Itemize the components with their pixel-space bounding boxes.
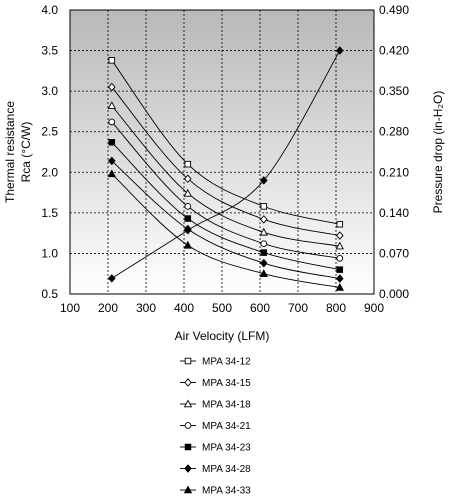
series-point — [184, 160, 192, 168]
series-point — [107, 82, 116, 92]
right-axis-title: Pressure drop (in-H₂O) — [431, 91, 445, 214]
left-y-tick-label: 3.5 — [41, 44, 58, 58]
series-lines — [111, 50, 341, 288]
legend-marker — [183, 399, 193, 408]
pressure-drop-point — [183, 225, 192, 235]
legend-label: MPA 34-33 — [202, 486, 251, 496]
legend-label: MPA 34-12 — [202, 357, 251, 368]
right-y-tick-label: 0.280 — [379, 125, 409, 139]
series-point — [184, 215, 192, 222]
series-point — [183, 240, 192, 249]
x-tick-label: 200 — [98, 301, 118, 315]
left-y-tick-label: 1.0 — [41, 246, 58, 260]
series-point — [184, 203, 192, 210]
series-point — [260, 249, 268, 256]
grid — [70, 10, 374, 294]
legend-label: MPA 34-21 — [202, 421, 251, 432]
right-y-tick-label: 0.000 — [379, 287, 409, 301]
right-y-tick-label: 0.350 — [379, 84, 409, 98]
series-point — [259, 215, 268, 224]
legend-marker — [183, 485, 193, 494]
series-point — [107, 169, 116, 178]
x-tick-label: 400 — [174, 301, 194, 315]
left-y-tick-label: 3.0 — [41, 84, 58, 98]
series-point — [336, 220, 344, 228]
axis-ticks: 100 200 300 400 500 600 700 800 900 0.5 1.0 1.5 2.0 2… — [41, 3, 409, 315]
series-line-6 — [111, 160, 340, 280]
series-line-7 — [111, 173, 340, 288]
pressure-drop-point — [259, 176, 268, 185]
series-point — [260, 240, 268, 248]
legend-marker — [184, 357, 192, 365]
legend-label: MPA 34-18 — [202, 400, 251, 411]
x-tick-label: 800 — [326, 301, 346, 315]
left-y-tick-label: 4.0 — [41, 3, 58, 17]
x-tick-label: 600 — [250, 301, 270, 315]
series-point — [335, 274, 344, 283]
legend-marker — [184, 464, 192, 473]
pressure-drop-line — [111, 50, 341, 279]
legend-label: MPA 34-23 — [202, 443, 251, 454]
left-y-tick-label: 1.5 — [41, 206, 58, 220]
left-y-tick-label: 2.5 — [41, 125, 58, 139]
left-y-tick-label: 2.0 — [41, 165, 58, 179]
series-point — [183, 174, 192, 184]
legend-label: MPA 34-28 — [202, 464, 251, 475]
left-axis-title-line1: Thermal resistance — [3, 101, 17, 203]
series-point — [107, 156, 116, 166]
series-markers — [107, 46, 344, 291]
right-y-tick-label: 0.140 — [379, 206, 409, 220]
series-point — [183, 188, 192, 197]
left-y-tick-label: 0.5 — [41, 287, 58, 301]
right-y-tick-label: 0.070 — [379, 246, 409, 260]
series-point — [335, 282, 344, 291]
x-tick-label: 900 — [364, 301, 384, 315]
x-tick-label: 500 — [212, 301, 232, 315]
series-line-2 — [111, 86, 340, 237]
series-point — [336, 254, 344, 262]
series-point — [108, 139, 116, 146]
series-line-1 — [111, 60, 340, 225]
series-line-5 — [111, 141, 340, 271]
legend-marker — [184, 378, 192, 387]
series-point — [259, 258, 268, 268]
series-point — [259, 227, 268, 236]
series-point — [107, 101, 116, 109]
legend: MPA 34-12 MPA 34-15 MPA 34-18 MPA 34-21 MPA … — [180, 357, 251, 496]
series-point — [259, 269, 268, 277]
series-line-3 — [111, 105, 340, 247]
series-point — [335, 241, 344, 250]
series-point — [108, 118, 116, 126]
x-axis-title: Air Velocity (LFM) — [175, 329, 270, 343]
right-y-tick-label: 0.420 — [379, 44, 409, 58]
pressure-drop-point — [335, 46, 344, 55]
left-axis-title-line2: Rca (°C/W) — [19, 122, 33, 183]
legend-label: MPA 34-15 — [202, 378, 251, 389]
series-point — [108, 57, 116, 64]
pressure-drop-point — [107, 274, 116, 283]
series-point — [260, 203, 268, 210]
x-tick-label: 700 — [288, 301, 308, 315]
series-line-4 — [111, 121, 340, 259]
right-y-tick-label: 0.210 — [379, 165, 409, 179]
legend-marker — [184, 443, 192, 451]
series-point — [336, 266, 344, 273]
x-tick-label: 300 — [136, 301, 156, 315]
x-tick-label: 100 — [60, 301, 80, 315]
series-point — [335, 231, 344, 240]
legend-marker — [184, 422, 192, 429]
right-y-tick-label: 0.490 — [379, 3, 409, 17]
